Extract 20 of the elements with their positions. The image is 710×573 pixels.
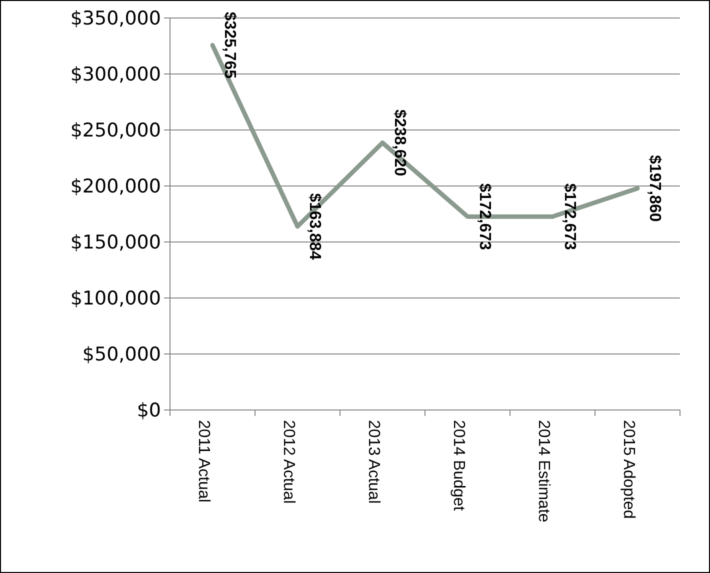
text: $172,673 <box>476 183 493 250</box>
text: $325,765 <box>220 12 238 79</box>
text: $163,884 <box>306 193 323 260</box>
y-tick-label: $100,000 <box>70 288 161 310</box>
x-tick-label: 2014 Estimate <box>534 420 552 522</box>
x-tick-label: 2012 Actual <box>280 420 297 504</box>
text: $172,673 <box>560 183 578 250</box>
text: $238,620 <box>390 109 408 176</box>
x-tick-label: 2014 Budget <box>450 420 467 512</box>
y-tick-label: $250,000 <box>70 120 161 142</box>
y-tick-label: $300,000 <box>70 64 161 86</box>
y-tick-label: $350,000 <box>70 8 161 30</box>
y-tick-label: $150,000 <box>70 232 161 254</box>
y-tick-label: $200,000 <box>70 176 161 198</box>
text: $197,860 <box>646 155 663 222</box>
y-tick-label: $0 <box>136 400 161 422</box>
x-tick-label: 2015 Adopted <box>620 420 637 519</box>
x-tick-label: 2013 Actual <box>364 420 382 504</box>
y-tick-label: $50,000 <box>82 344 161 366</box>
x-tick-label: 2011 Actual <box>194 420 212 502</box>
